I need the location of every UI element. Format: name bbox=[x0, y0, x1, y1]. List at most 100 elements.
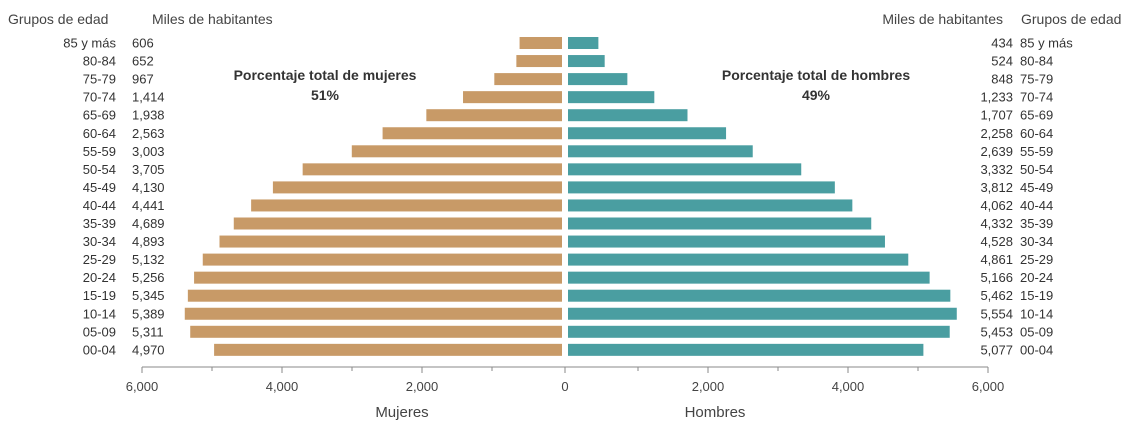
women-value-label: 5,389 bbox=[132, 306, 165, 321]
x-axis-label-men: Hombres bbox=[685, 404, 746, 421]
header-right-age-groups: Grupos de edad bbox=[1021, 11, 1121, 27]
women-value-label: 3,705 bbox=[132, 162, 165, 177]
x-axis: 6,000 4,000 2,000 0 2,000 4,000 6,000 bbox=[126, 366, 1005, 394]
annotation-men: Porcentaje total de hombres 49% bbox=[722, 67, 910, 103]
x-tick-label: 6,000 bbox=[972, 379, 1005, 394]
age-group-label-left: 40-44 bbox=[83, 198, 116, 213]
bar-women-7 bbox=[302, 163, 562, 176]
x-axis-label-women: Mujeres bbox=[375, 404, 428, 421]
age-group-label-left: 65-69 bbox=[83, 108, 116, 123]
bar-women-2 bbox=[494, 73, 562, 86]
women-value-label: 1,414 bbox=[132, 90, 165, 105]
women-value-label: 5,311 bbox=[132, 324, 164, 339]
men-value-label: 2,258 bbox=[980, 126, 1013, 141]
bar-men-6 bbox=[568, 145, 753, 158]
age-group-label-right: 10-14 bbox=[1020, 306, 1053, 321]
bar-women-12 bbox=[202, 253, 562, 266]
men-value-label: 434 bbox=[991, 36, 1013, 51]
women-value-label: 4,893 bbox=[132, 234, 165, 249]
x-tick-label: 0 bbox=[561, 379, 568, 394]
age-group-label-right: 60-64 bbox=[1020, 126, 1053, 141]
age-group-label-right: 15-19 bbox=[1020, 288, 1053, 303]
bar-men-15 bbox=[568, 307, 957, 320]
men-value-label: 4,861 bbox=[980, 252, 1013, 267]
men-value-label: 3,332 bbox=[980, 162, 1013, 177]
x-tick-label: 4,000 bbox=[832, 379, 865, 394]
header-left-age-groups: Grupos de edad bbox=[8, 11, 108, 27]
men-value-label: 848 bbox=[991, 72, 1013, 87]
x-tick-label: 2,000 bbox=[406, 379, 439, 394]
bar-men-7 bbox=[568, 163, 802, 176]
bar-women-8 bbox=[272, 181, 562, 194]
bar-women-13 bbox=[194, 271, 562, 284]
women-value-label: 5,345 bbox=[132, 288, 165, 303]
women-value-label: 4,689 bbox=[132, 216, 165, 231]
age-group-label-left: 30-34 bbox=[83, 234, 116, 249]
men-value-label: 5,453 bbox=[980, 324, 1013, 339]
age-group-label-left: 05-09 bbox=[83, 324, 116, 339]
age-group-label-right: 30-34 bbox=[1020, 234, 1053, 249]
men-value-label: 4,062 bbox=[980, 198, 1013, 213]
age-group-label-right: 35-39 bbox=[1020, 216, 1053, 231]
header-right-thousands: Miles de habitantes bbox=[882, 11, 1003, 27]
women-value-label: 652 bbox=[132, 54, 154, 69]
x-tick-label: 6,000 bbox=[126, 379, 159, 394]
age-group-label-right: 75-79 bbox=[1020, 72, 1053, 87]
women-percent-title: Porcentaje total de mujeres bbox=[234, 67, 417, 83]
age-group-label-left: 55-59 bbox=[83, 144, 116, 159]
bar-women-10 bbox=[233, 217, 562, 230]
bar-men-2 bbox=[568, 73, 628, 86]
men-value-label: 1,707 bbox=[980, 108, 1013, 123]
men-value-label: 5,166 bbox=[980, 270, 1013, 285]
age-group-label-left: 80-84 bbox=[83, 54, 116, 69]
bar-women-5 bbox=[382, 127, 562, 140]
bar-women-14 bbox=[187, 289, 562, 302]
men-value-label: 524 bbox=[991, 54, 1013, 69]
men-value-label: 2,639 bbox=[980, 144, 1013, 159]
age-group-label-left: 45-49 bbox=[83, 180, 116, 195]
women-value-label: 606 bbox=[132, 36, 154, 51]
women-value-label: 5,132 bbox=[132, 252, 165, 267]
age-group-label-right: 70-74 bbox=[1020, 90, 1053, 105]
bar-men-4 bbox=[568, 109, 688, 122]
bar-men-10 bbox=[568, 217, 872, 230]
bar-women-0 bbox=[519, 37, 562, 49]
age-group-label-left: 35-39 bbox=[83, 216, 116, 231]
age-group-label-right: 65-69 bbox=[1020, 108, 1053, 123]
age-group-label-right: 45-49 bbox=[1020, 180, 1053, 195]
age-group-label-left: 50-54 bbox=[83, 162, 116, 177]
age-group-label-left: 85 y más bbox=[63, 36, 116, 51]
age-group-label-right: 05-09 bbox=[1020, 324, 1053, 339]
women-value-label: 4,130 bbox=[132, 180, 165, 195]
women-percent-value: 51% bbox=[311, 87, 340, 103]
age-group-label-right: 25-29 bbox=[1020, 252, 1053, 267]
women-value-label: 4,970 bbox=[132, 342, 165, 357]
bar-men-8 bbox=[568, 181, 835, 194]
age-group-label-left: 15-19 bbox=[83, 288, 116, 303]
bar-women-9 bbox=[251, 199, 562, 212]
bar-women-6 bbox=[351, 145, 562, 158]
bar-men-11 bbox=[568, 235, 885, 248]
bar-women-3 bbox=[463, 91, 562, 104]
men-percent-title: Porcentaje total de hombres bbox=[722, 67, 910, 83]
bar-women-17 bbox=[214, 343, 562, 356]
bar-men-16 bbox=[568, 325, 950, 338]
women-value-label: 2,563 bbox=[132, 126, 165, 141]
bar-men-3 bbox=[568, 91, 655, 104]
bars-group bbox=[184, 37, 957, 356]
bar-men-9 bbox=[568, 199, 853, 212]
age-group-label-right: 50-54 bbox=[1020, 162, 1053, 177]
women-value-label: 1,938 bbox=[132, 108, 165, 123]
men-value-label: 4,332 bbox=[980, 216, 1013, 231]
bar-men-13 bbox=[568, 271, 930, 284]
age-group-label-left: 60-64 bbox=[83, 126, 116, 141]
men-value-label: 5,077 bbox=[980, 342, 1013, 357]
bar-men-14 bbox=[568, 289, 951, 302]
age-group-label-left: 20-24 bbox=[83, 270, 116, 285]
annotation-women: Porcentaje total de mujeres 51% bbox=[234, 67, 417, 103]
age-group-label-right: 55-59 bbox=[1020, 144, 1053, 159]
bar-women-11 bbox=[219, 235, 563, 248]
age-group-label-right: 00-04 bbox=[1020, 342, 1053, 357]
men-percent-value: 49% bbox=[802, 87, 831, 103]
